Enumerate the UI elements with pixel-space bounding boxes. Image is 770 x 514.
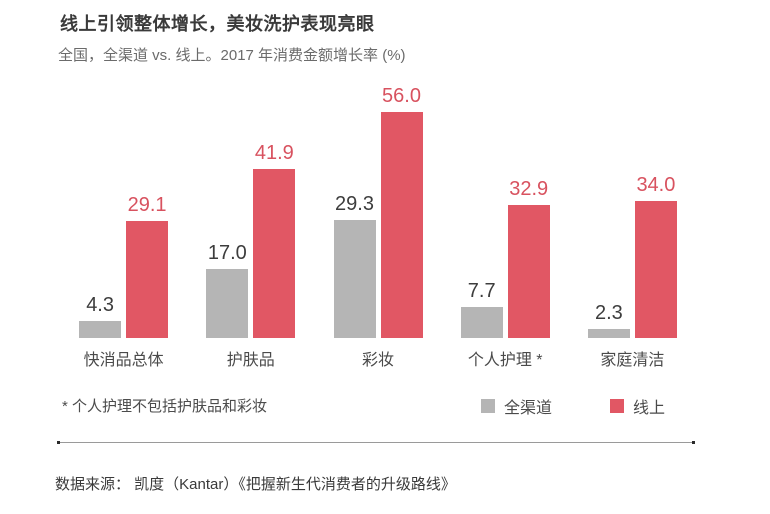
value-label-online: 34.0: [636, 174, 676, 196]
bar-online: [126, 221, 169, 338]
plot-area: 4.3 29.1 17.0 41.9 29.3 56.0 7.7 32.9 2.3 34.0: [60, 84, 696, 338]
divider-endpoint-left: [57, 441, 60, 444]
legend-item-all-channel: 全渠道: [481, 394, 552, 418]
bar-column-online: 29.1: [126, 194, 169, 338]
divider-endpoint-right: [692, 441, 695, 444]
bar-column-online: 32.9: [507, 178, 550, 338]
bar-group: 2.3 34.0: [569, 174, 696, 338]
category-label: 护肤品: [226, 352, 275, 369]
bar-online: [634, 201, 677, 338]
value-label-online: 29.1: [127, 194, 167, 216]
bar-column-all-channel: 7.7: [460, 280, 503, 338]
bar-group: 17.0 41.9: [187, 142, 314, 338]
value-label-all-channel: 4.3: [86, 294, 114, 316]
bar-column-all-channel: 29.3: [333, 193, 376, 338]
bar-column-all-channel: 4.3: [79, 294, 122, 338]
category-label: 家庭清洁: [600, 352, 665, 369]
legend-swatch-online-icon: [610, 399, 625, 413]
bar-online: [253, 169, 296, 338]
bar-group: 7.7 32.9: [442, 178, 569, 338]
bar-pair: 29.3 56.0: [333, 85, 423, 338]
category-label: 快消品总体: [83, 352, 164, 369]
legend-label-all-channel: 全渠道: [504, 400, 553, 417]
bar-online: [507, 205, 550, 338]
value-label-all-channel: 2.3: [595, 302, 623, 324]
bar-pair: 7.7 32.9: [460, 178, 550, 338]
value-label-online: 32.9: [509, 178, 549, 200]
bar-all-channel: [79, 321, 122, 338]
legend-swatch-all-channel-icon: [481, 399, 495, 413]
bar-pair: 4.3 29.1: [79, 194, 169, 338]
bar-online: [380, 112, 423, 338]
legend-label-online: 线上: [633, 400, 666, 417]
category-label: 彩妆: [362, 352, 395, 369]
bar-pair: 2.3 34.0: [587, 174, 677, 338]
chart-title: 线上引领整体增长，美妆洗护表现亮眼: [60, 14, 375, 34]
category-row: 快消品总体 护肤品 彩妆 个人护理 * 家庭清洁: [60, 346, 696, 370]
bar-column-online: 41.9: [253, 142, 296, 338]
value-label-all-channel: 7.7: [467, 280, 496, 302]
value-label-online: 56.0: [382, 85, 421, 107]
value-label-all-channel: 29.3: [335, 193, 374, 215]
chart-subtitle: 全国，全渠道 vs. 线上。2017 年消费金额增长率 (%): [58, 47, 406, 64]
bar-group: 4.3 29.1: [60, 194, 187, 338]
value-label-online: 41.9: [254, 142, 294, 164]
bar-column-all-channel: 17.0: [206, 242, 249, 338]
value-label-all-channel: 17.0: [207, 242, 247, 264]
bar-all-channel: [333, 220, 376, 338]
bar-group: 29.3 56.0: [314, 85, 441, 338]
category-label: 个人护理 *: [467, 352, 543, 369]
bar-all-channel: [206, 269, 249, 338]
bar-pair: 17.0 41.9: [206, 142, 296, 338]
bar-column-all-channel: 2.3: [587, 302, 630, 338]
bar-all-channel: [460, 307, 503, 338]
bar-column-online: 34.0: [634, 174, 677, 338]
chart-footnote: * 个人护理不包括护肤品和彩妆: [62, 398, 268, 415]
legend-item-online: 线上: [610, 394, 665, 418]
bar-all-channel: [587, 329, 630, 338]
chart-legend: 全渠道 线上: [481, 394, 665, 418]
bar-column-online: 56.0: [380, 85, 423, 338]
data-source: 数据来源： 凯度（Kantar）《把握新生代消费者的升级路线》: [55, 476, 456, 493]
divider-line: [57, 441, 695, 444]
